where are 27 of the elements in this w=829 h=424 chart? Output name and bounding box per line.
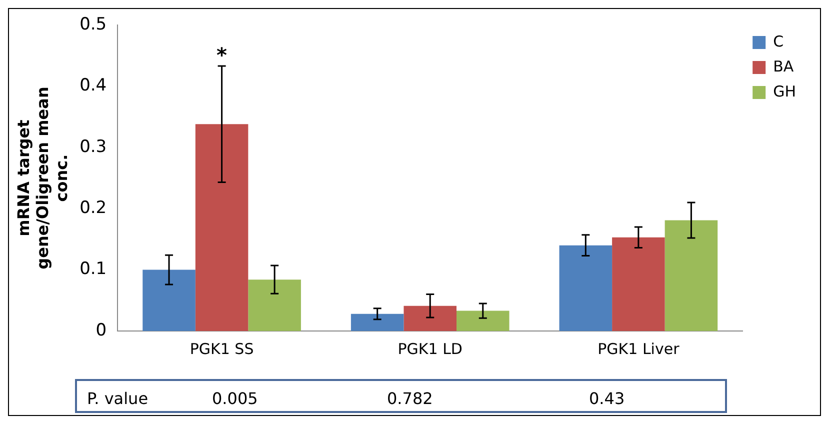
- annotation: *: [216, 43, 228, 68]
- text: 0.005: [212, 389, 258, 408]
- legend-label: GH: [773, 82, 796, 100]
- y-tick-label: 0.4: [80, 76, 107, 96]
- bar: [456, 310, 510, 331]
- y-tick-label: 0.2: [80, 198, 107, 218]
- text: 0.43: [589, 389, 625, 408]
- legend-label: C: [773, 32, 784, 50]
- bar: [350, 314, 404, 331]
- bar: [248, 280, 301, 331]
- bar: [142, 270, 196, 331]
- y-tick-label: 0.3: [80, 136, 107, 157]
- bar: [404, 306, 457, 331]
- y-tick-label: 0.1: [80, 259, 107, 280]
- x-tick-label: PGK1 LD: [398, 340, 462, 358]
- text: P. value: [87, 389, 148, 408]
- y-axis-title: mRNA target gene/Oligreen mean conc.: [14, 86, 72, 270]
- y-tick-label: 0.5: [80, 14, 107, 34]
- legend-label: BA: [773, 57, 794, 76]
- bar: [559, 245, 612, 331]
- bar: [664, 220, 718, 331]
- x-tick-label: PGK1 SS: [190, 340, 254, 358]
- y-tick-label: 0: [96, 320, 107, 340]
- x-tick-label: PGK1 Liver: [598, 340, 680, 358]
- text: 0.782: [387, 389, 433, 408]
- bar: [195, 124, 248, 331]
- bar: [612, 237, 665, 331]
